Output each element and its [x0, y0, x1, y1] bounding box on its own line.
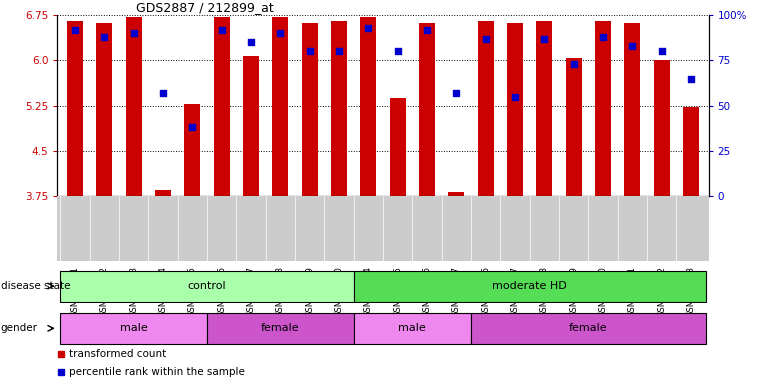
Point — [362, 25, 375, 31]
Bar — [536, 22, 552, 196]
Bar — [61, 313, 207, 344]
Point — [597, 34, 609, 40]
Point — [333, 48, 345, 55]
Bar — [354, 313, 471, 344]
Bar — [360, 17, 376, 196]
Bar — [214, 17, 230, 196]
Point — [538, 36, 551, 42]
Text: gender: gender — [1, 323, 38, 333]
Bar — [67, 22, 83, 196]
Text: disease state: disease state — [1, 281, 70, 291]
Bar — [653, 61, 669, 196]
Bar — [683, 108, 699, 196]
Bar — [185, 104, 201, 196]
Text: male: male — [398, 323, 426, 333]
Text: male: male — [119, 323, 148, 333]
Bar — [61, 271, 354, 302]
Bar — [507, 23, 523, 196]
Point — [157, 90, 169, 96]
Point — [69, 27, 81, 33]
Point — [215, 27, 228, 33]
Text: female: female — [261, 323, 300, 333]
Bar — [477, 22, 494, 196]
Point — [391, 48, 404, 55]
Bar — [354, 271, 705, 302]
Bar — [595, 22, 611, 196]
Bar — [565, 58, 581, 196]
Text: GDS2887 / 212899_at: GDS2887 / 212899_at — [136, 1, 273, 14]
Point — [186, 124, 198, 130]
Point — [685, 76, 697, 82]
Point — [245, 40, 257, 46]
Text: female: female — [569, 323, 607, 333]
Point — [450, 90, 463, 96]
Bar — [155, 190, 171, 196]
Bar — [448, 192, 464, 196]
Text: transformed count: transformed count — [69, 349, 166, 359]
Point — [303, 48, 316, 55]
Point — [509, 94, 521, 100]
Point — [98, 34, 110, 40]
Point — [568, 61, 580, 67]
Bar — [97, 23, 113, 196]
Point — [421, 27, 433, 33]
Bar — [419, 23, 435, 196]
Bar — [390, 98, 406, 196]
Point — [626, 43, 638, 49]
Bar — [471, 313, 705, 344]
Point — [274, 30, 286, 36]
Bar — [207, 313, 354, 344]
Text: control: control — [188, 281, 226, 291]
Point — [480, 36, 492, 42]
Text: moderate HD: moderate HD — [493, 281, 567, 291]
Bar — [126, 17, 142, 196]
Bar — [243, 56, 259, 196]
Bar — [331, 22, 347, 196]
Bar — [272, 17, 289, 196]
Bar — [624, 23, 640, 196]
Bar — [302, 23, 318, 196]
Point — [656, 48, 668, 55]
Text: percentile rank within the sample: percentile rank within the sample — [69, 366, 244, 377]
Point — [128, 30, 140, 36]
